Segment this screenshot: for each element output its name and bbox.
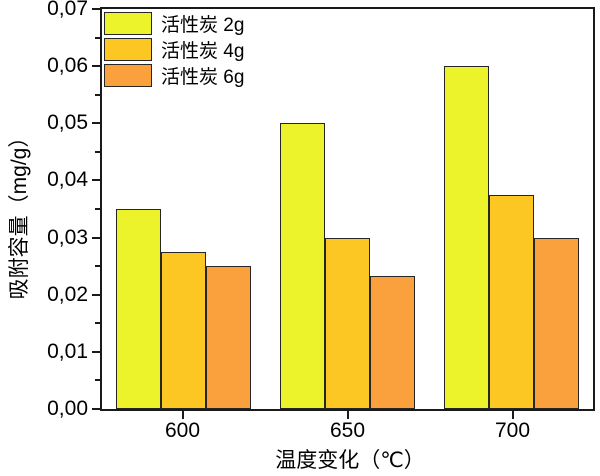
- legend-label: 活性炭 4g: [161, 41, 245, 62]
- legend: 活性炭 2g 活性炭 4g 活性炭 6g: [104, 12, 244, 90]
- bar: [161, 251, 207, 409]
- legend-item: 活性炭 4g: [104, 38, 245, 62]
- x-major-tick: [511, 411, 514, 419]
- y-tick-label: 0,00: [47, 397, 88, 420]
- y-major-tick: [92, 65, 100, 68]
- y-minor-tick: [95, 93, 100, 96]
- x-axis-title: 温度变化（℃）: [275, 449, 425, 472]
- y-major-tick: [92, 293, 100, 296]
- y-major-tick: [92, 408, 100, 410]
- y-major-tick: [92, 350, 100, 353]
- y-tick-label: 0,01: [47, 339, 88, 363]
- y-tick-label: 0,07: [47, 0, 88, 20]
- y-major-tick: [92, 179, 100, 182]
- bar: [280, 123, 325, 409]
- y-major-tick: [92, 122, 100, 125]
- x-major-tick: [346, 411, 349, 419]
- y-minor-tick: [95, 322, 100, 325]
- y-minor-tick: [95, 36, 100, 39]
- bar: [533, 237, 579, 409]
- bar: [116, 209, 162, 409]
- bar: [443, 66, 489, 409]
- y-minor-tick: [95, 208, 100, 210]
- x-major-tick: [181, 411, 184, 419]
- y-major-tick: [92, 236, 100, 239]
- x-tick-label: 700: [494, 419, 531, 442]
- x-tick-label: 600: [164, 419, 201, 442]
- legend-swatch: [104, 64, 152, 87]
- y-minor-tick: [95, 150, 100, 153]
- legend-item: 活性炭 6g: [104, 64, 245, 88]
- bar: [325, 237, 370, 409]
- y-minor-tick: [95, 379, 100, 382]
- legend-item: 活性炭 2g: [104, 12, 245, 36]
- legend-label: 活性炭 6g: [161, 67, 245, 88]
- bar: [488, 194, 534, 409]
- y-tick-label: 0,04: [47, 168, 88, 192]
- y-tick-label: 0,05: [47, 111, 88, 135]
- y-tick-label: 0,03: [47, 225, 88, 249]
- y-minor-tick: [95, 265, 100, 268]
- legend-label: 活性炭 2g: [161, 15, 245, 36]
- legend-swatch: [104, 12, 152, 35]
- plot-area: 活性炭 2g 活性炭 4g 活性炭 6g: [100, 7, 595, 411]
- bar: [370, 275, 415, 409]
- y-major-tick: [92, 8, 100, 10]
- legend-swatch: [104, 38, 152, 61]
- x-tick-label: 650: [329, 419, 366, 442]
- y-tick-label: 0,02: [47, 282, 88, 306]
- bar: [206, 266, 252, 409]
- y-axis-title: 吸附容量（mg/g）: [8, 126, 31, 300]
- y-tick-label: 0,06: [47, 54, 88, 78]
